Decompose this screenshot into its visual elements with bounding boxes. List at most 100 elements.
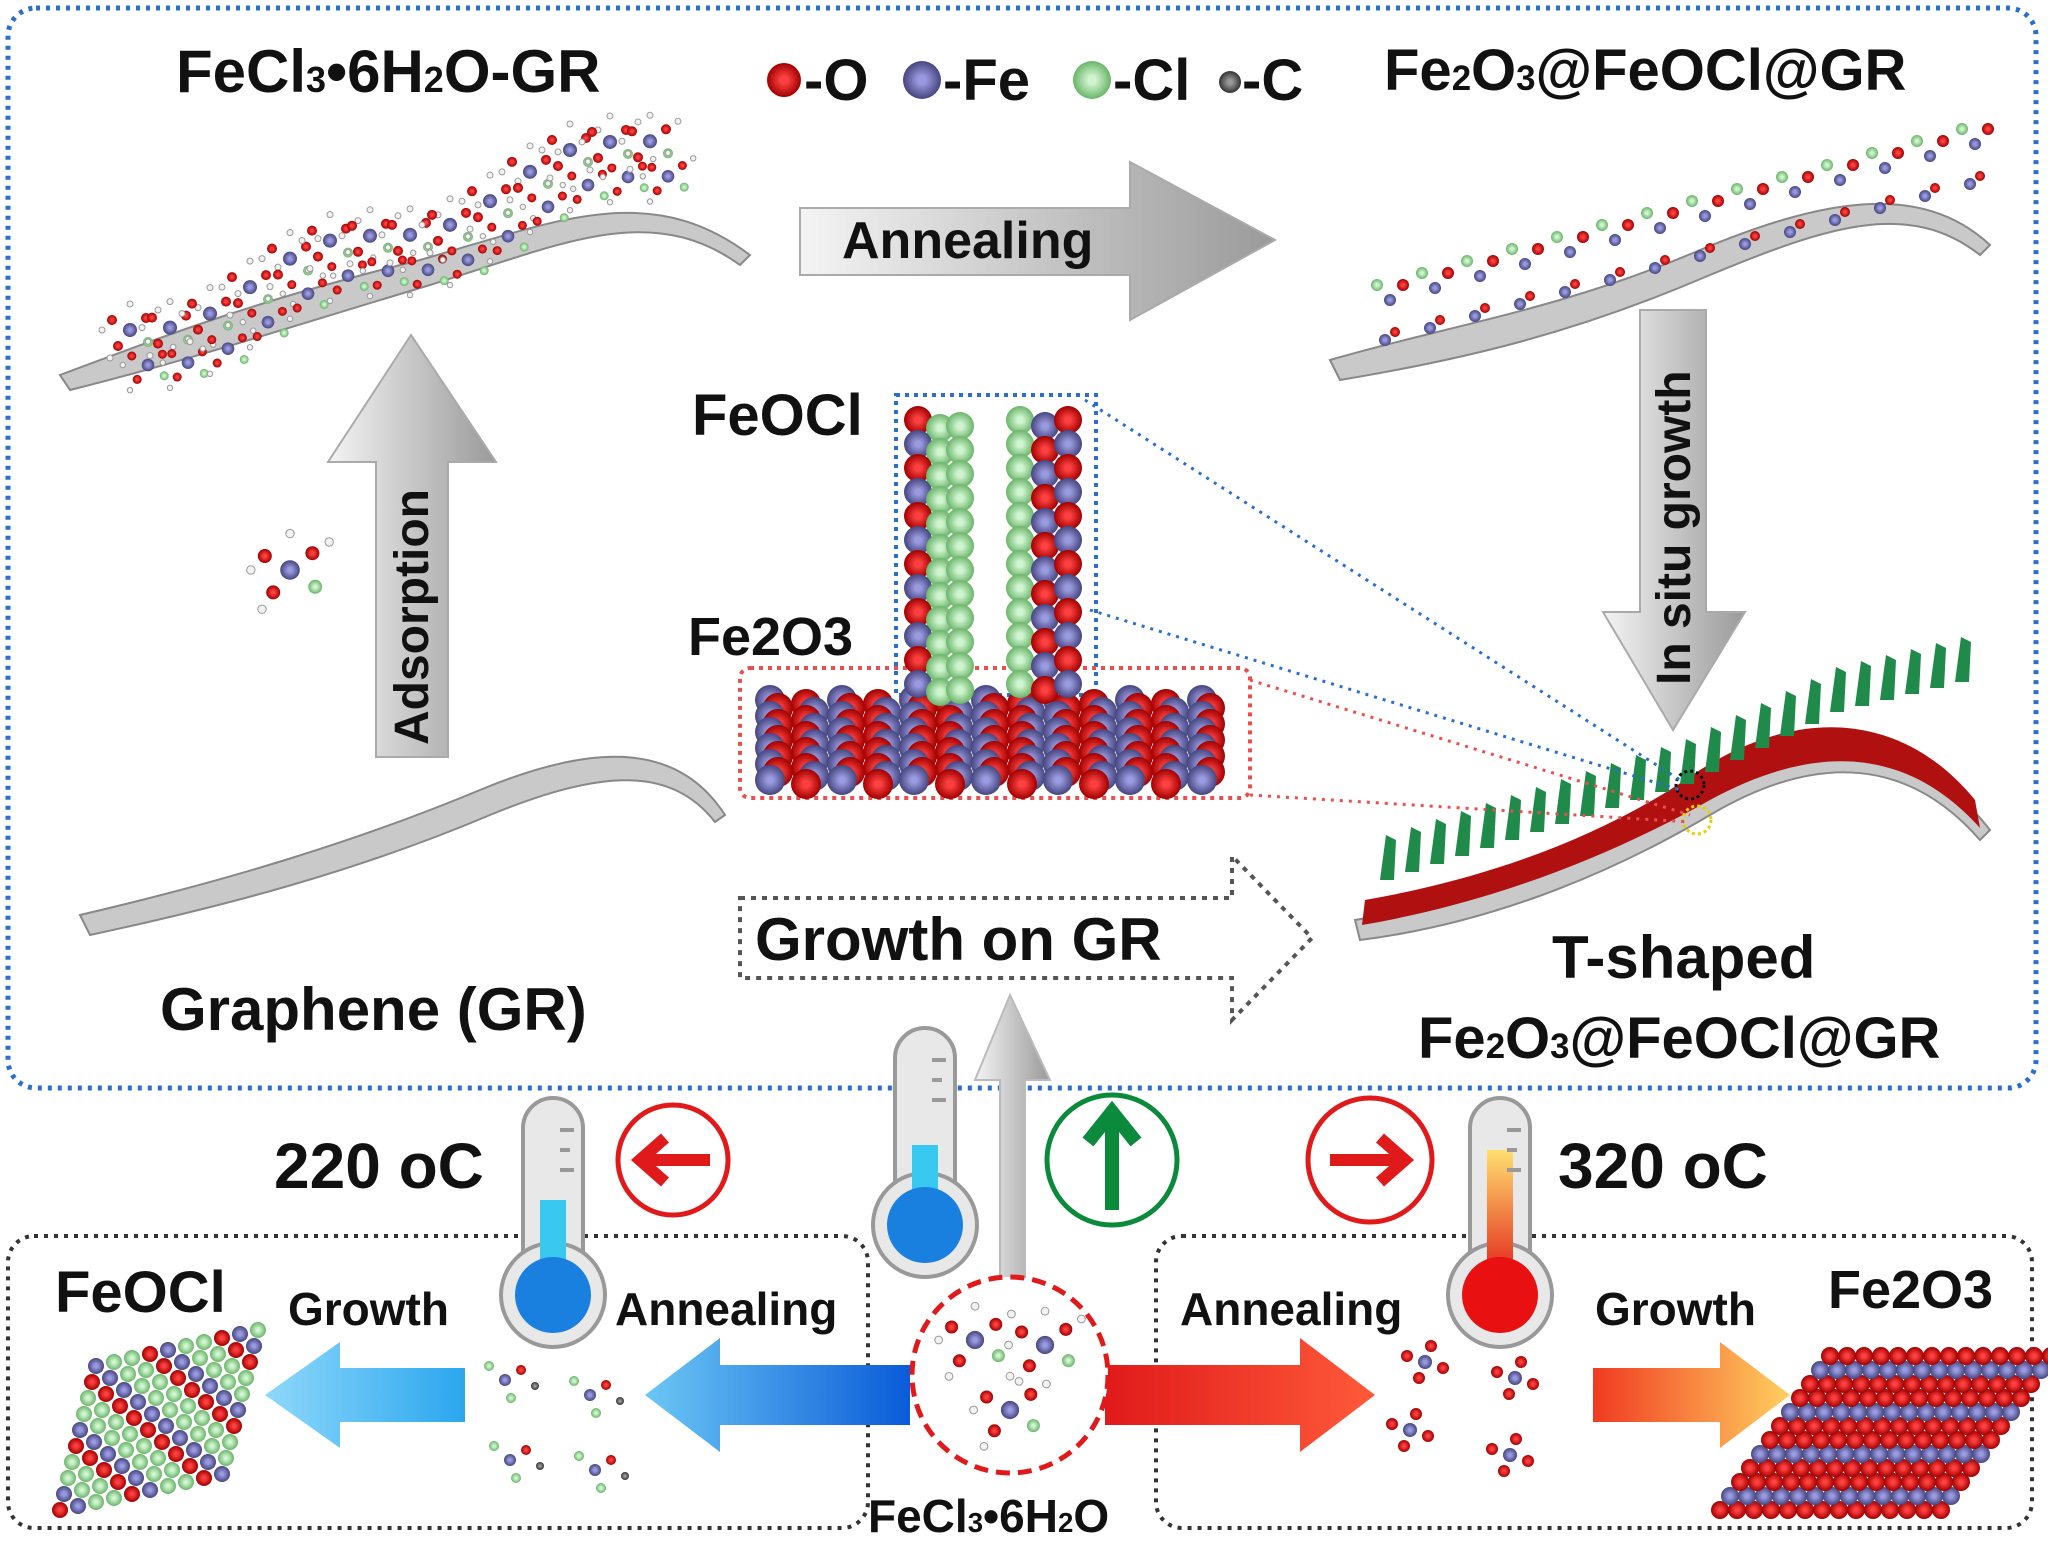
cl-atom bbox=[1061, 1354, 1075, 1368]
fe-atom bbox=[1054, 430, 1082, 458]
o-atom bbox=[452, 269, 462, 279]
o-atom bbox=[1762, 1501, 1780, 1519]
o-atom bbox=[207, 335, 217, 345]
cl-atom bbox=[60, 1470, 76, 1486]
o-atom bbox=[1799, 1473, 1817, 1491]
o-atom bbox=[1886, 1375, 1904, 1393]
h-atom bbox=[674, 117, 682, 125]
cl-atom bbox=[1416, 267, 1428, 279]
h-atom bbox=[218, 283, 226, 291]
fe-atom bbox=[1508, 1371, 1522, 1385]
fe-atom bbox=[214, 1466, 230, 1482]
fe-atom bbox=[216, 1390, 232, 1406]
fe-atom bbox=[1654, 222, 1666, 234]
fe-atom bbox=[1913, 1361, 1931, 1379]
cl-atom bbox=[150, 1450, 166, 1466]
o-atom bbox=[935, 769, 965, 799]
cl-atom bbox=[946, 556, 974, 584]
o-atom bbox=[1054, 550, 1082, 578]
legend-carbon: -C bbox=[1242, 48, 1303, 113]
o-atom bbox=[2005, 1375, 2023, 1393]
fe-atom bbox=[1806, 1487, 1824, 1505]
o-atom bbox=[226, 1418, 242, 1434]
adsorption-arrow: Adsorption bbox=[326, 333, 498, 758]
o-atom bbox=[1750, 231, 1760, 241]
o-atom bbox=[1791, 1389, 1809, 1407]
fe-atom bbox=[1853, 1445, 1871, 1463]
o-atom bbox=[1398, 1440, 1410, 1452]
h-atom bbox=[319, 272, 326, 279]
o-atom bbox=[1889, 1347, 1907, 1365]
h-atom bbox=[258, 255, 266, 263]
h-atom bbox=[506, 196, 514, 204]
fe-atom bbox=[1054, 670, 1082, 698]
cl-atom bbox=[596, 1483, 606, 1493]
h-atom bbox=[566, 120, 574, 128]
h-atom bbox=[144, 338, 152, 345]
o-atom bbox=[397, 255, 407, 265]
fe-atom bbox=[1891, 1487, 1909, 1505]
o-atom bbox=[1728, 1501, 1746, 1519]
annealing-arrow: Annealing bbox=[799, 160, 1278, 322]
o-atom bbox=[1397, 279, 1409, 291]
cl-atom bbox=[190, 1426, 206, 1442]
cl-atom bbox=[359, 281, 369, 291]
o-atom bbox=[227, 272, 237, 283]
o-atom bbox=[1031, 628, 1059, 656]
cl-atom bbox=[234, 1386, 250, 1402]
o-atom bbox=[557, 191, 567, 201]
feocl-highlight-box bbox=[894, 393, 1098, 697]
h-atom bbox=[554, 148, 562, 156]
fe-atom bbox=[1955, 1445, 1973, 1463]
fe-atom bbox=[1981, 1361, 1999, 1379]
o-atom bbox=[301, 241, 311, 252]
cl-atom bbox=[1006, 646, 1034, 674]
h-atom bbox=[324, 537, 334, 547]
o-atom bbox=[904, 454, 932, 482]
increase-temp-arrow-icon bbox=[1305, 1095, 1435, 1225]
fe-atom bbox=[341, 269, 355, 282]
o-atom bbox=[1903, 1375, 1921, 1393]
cl-atom bbox=[164, 1462, 180, 1478]
fe-atom bbox=[1942, 1487, 1960, 1505]
o-atom bbox=[1893, 1389, 1911, 1407]
cl-atom bbox=[120, 1366, 136, 1382]
o-atom bbox=[1745, 1501, 1763, 1519]
h-atom bbox=[326, 211, 334, 219]
feocl-blade bbox=[1730, 715, 1746, 760]
o-atom bbox=[1031, 580, 1059, 608]
o-atom bbox=[252, 332, 262, 342]
cl-atom bbox=[192, 1350, 208, 1366]
fe-atom bbox=[381, 264, 395, 278]
o-atom bbox=[1846, 1431, 1864, 1449]
fe-atom bbox=[1964, 178, 1976, 190]
fe-atom bbox=[563, 143, 577, 158]
o-atom bbox=[277, 306, 287, 316]
up-arrow-to-gr bbox=[973, 992, 1052, 1281]
o-atom bbox=[307, 225, 317, 236]
o-atom bbox=[407, 256, 417, 266]
h-atom bbox=[199, 345, 207, 352]
h-atom bbox=[406, 291, 414, 299]
o-atom bbox=[1907, 1417, 1925, 1435]
h-atom bbox=[206, 284, 214, 292]
o-atom bbox=[2042, 1347, 2048, 1365]
o-atom bbox=[1941, 1417, 1959, 1435]
fe-atom bbox=[504, 1454, 516, 1466]
fe-atom bbox=[1845, 1361, 1863, 1379]
o-atom bbox=[1945, 1459, 1963, 1477]
fe2o3-highlight-box bbox=[738, 666, 1252, 800]
o-atom bbox=[1911, 1459, 1929, 1477]
graphene-sheet-product bbox=[1328, 202, 1992, 382]
o-atom bbox=[1522, 1455, 1534, 1467]
cl-atom bbox=[132, 1454, 148, 1470]
cl-atom bbox=[118, 1442, 134, 1458]
o-atom bbox=[82, 1450, 98, 1466]
o-atom bbox=[501, 184, 511, 195]
o-atom bbox=[156, 1358, 172, 1374]
feocl-intermediate-molecules bbox=[484, 1361, 629, 1493]
o-atom bbox=[1816, 1473, 1834, 1491]
annealing-right-arrow bbox=[1105, 1338, 1375, 1452]
fe-atom bbox=[1772, 1487, 1790, 1505]
fe-atom bbox=[1469, 310, 1481, 322]
